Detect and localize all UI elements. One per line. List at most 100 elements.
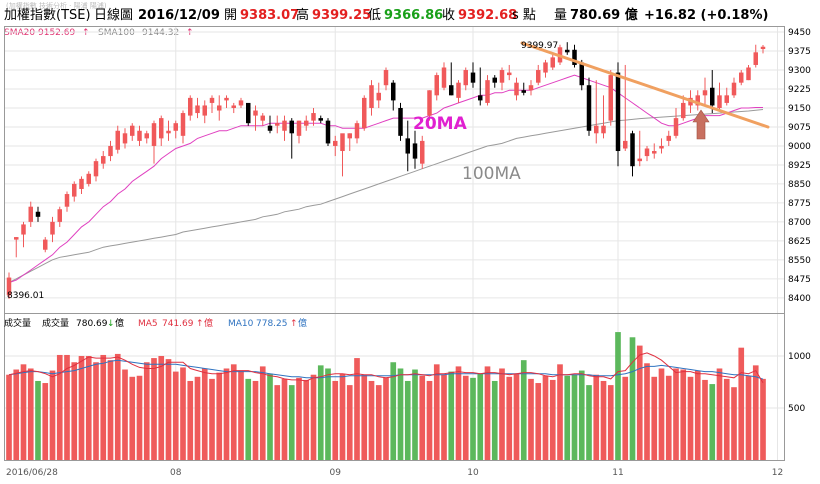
volume-bar — [680, 369, 687, 460]
candle-body — [224, 97, 229, 101]
candle-body — [166, 130, 171, 134]
candle-body — [79, 178, 84, 189]
volume-bar — [651, 376, 658, 460]
volume-bar — [13, 369, 20, 460]
volume-bar — [375, 385, 382, 460]
volume-bar — [586, 385, 592, 460]
volume-bar — [513, 373, 520, 460]
candle-body — [420, 140, 425, 164]
candle-body — [14, 237, 19, 240]
candle-body — [159, 118, 164, 139]
candle-body — [536, 70, 541, 83]
candle-body — [739, 72, 744, 83]
candle-body — [681, 102, 686, 119]
volume-tick-label: 500 — [788, 404, 805, 414]
x-tick-label: 10 — [467, 468, 479, 478]
volume-bar — [745, 375, 752, 460]
candle-body — [296, 120, 302, 136]
candle-body — [615, 72, 621, 152]
candle-body — [57, 209, 62, 222]
volume-bar — [332, 380, 339, 460]
sma20-legend-value: 9152.69 — [38, 28, 75, 38]
price-tick-label: 8925 — [788, 161, 811, 171]
sma100-legend-label: SMA100 — [98, 28, 135, 38]
volume-bar — [731, 387, 737, 460]
price-tick-label: 8625 — [788, 237, 811, 247]
price-legend: SMA20 9152.69 ↑ SMA100 9144.32 ↑ — [4, 28, 194, 38]
volume-bar — [404, 380, 411, 460]
candle-body — [180, 113, 186, 136]
x-tick-label: 12 — [772, 468, 783, 478]
candle-body — [724, 95, 729, 103]
high-point-label: 9399.97 — [521, 41, 558, 51]
volume-bar — [129, 376, 136, 460]
volume-bar — [716, 368, 723, 460]
ma100-line — [8, 109, 764, 284]
candle-body — [275, 123, 280, 126]
price-tick-label: 8550 — [788, 256, 811, 266]
candle-body — [572, 49, 577, 65]
volume-bar — [687, 376, 694, 460]
ma10-legend-label: MA10 — [228, 319, 254, 329]
volume-bar — [114, 353, 121, 460]
volume-bar — [441, 374, 447, 460]
candle-body — [253, 110, 258, 116]
volume-bar — [310, 374, 317, 460]
candle-body — [209, 97, 215, 103]
candle-body — [130, 125, 135, 136]
candle-body — [391, 82, 396, 101]
x-tick-label: 2016/06/28 — [6, 468, 58, 478]
candle-body — [594, 125, 599, 134]
price-tick-label: 9000 — [788, 142, 811, 152]
volume-bar — [426, 380, 433, 460]
volume-bar — [549, 379, 556, 460]
price-tick-label: 9375 — [788, 47, 811, 57]
volume-bar — [636, 345, 643, 460]
volume-bar — [6, 374, 12, 460]
volume-bar — [317, 365, 324, 460]
candle-body — [246, 102, 251, 124]
candle-body — [637, 158, 642, 162]
candle-body — [659, 145, 664, 149]
candle-body — [398, 107, 403, 136]
ma10-unit: 億 — [298, 317, 307, 329]
candle-body — [507, 72, 512, 76]
volume-bar — [56, 354, 63, 460]
volume-bar — [238, 370, 244, 460]
candle-body — [35, 211, 41, 217]
volume-bar — [27, 368, 34, 460]
volume-down-arrow: ↓ — [107, 319, 115, 329]
volume-bar — [288, 385, 295, 460]
high-value: 9399.25 — [312, 8, 371, 23]
candle-body — [441, 67, 447, 88]
volume-bar — [368, 380, 375, 460]
candle-body — [499, 70, 505, 83]
candle-body — [514, 82, 519, 96]
volume-bar — [100, 354, 107, 460]
volume-bar — [752, 365, 759, 460]
volume-bar — [64, 354, 70, 460]
volume-bar — [462, 375, 469, 460]
open-value: 9383.07 — [240, 8, 299, 23]
candle-body — [565, 49, 570, 53]
candle-body — [731, 82, 737, 96]
volume-bar — [296, 377, 302, 460]
volume-bar — [20, 364, 27, 460]
volume-bar — [85, 356, 92, 460]
volume-bar — [709, 384, 716, 460]
index-name: 加權指數(TSE) — [4, 8, 91, 23]
volume-bar — [419, 375, 426, 460]
volume-bar — [412, 369, 418, 460]
volume-bar — [607, 385, 614, 460]
volume-tick-label: 1000 — [788, 352, 811, 362]
price-tick-label: 8400 — [788, 294, 811, 304]
volume-bar — [259, 366, 266, 460]
volume-legend-value: 780.69 — [76, 319, 108, 329]
quote-date: 2016/12/09 — [138, 8, 220, 23]
price-tick-label: 9075 — [788, 123, 811, 133]
candle-body — [478, 95, 483, 101]
ma20-polyline — [8, 74, 763, 284]
volume-bar — [491, 380, 498, 460]
volume-bar — [230, 364, 237, 460]
candle-body — [64, 194, 70, 207]
